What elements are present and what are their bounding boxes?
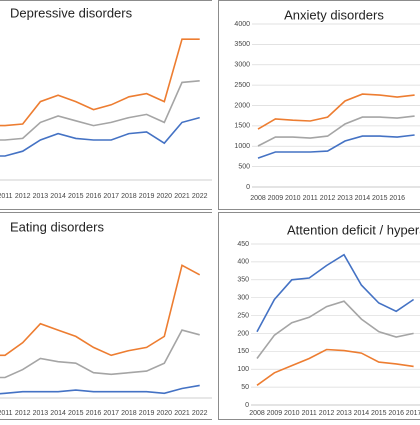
x-tick-label: 2020 — [157, 193, 173, 200]
x-tick-label: 2010 — [285, 195, 301, 202]
x-tick-label: 2016 — [86, 410, 102, 417]
x-tick-label: 2009 — [268, 195, 284, 202]
chart-title: Eating disorders — [10, 219, 104, 234]
x-tick-label: 2017 — [103, 193, 119, 200]
x-tick-label: 2016 — [86, 193, 102, 200]
x-tick-label: 2022 — [192, 193, 208, 200]
x-tick-label: 2012 — [15, 410, 31, 417]
chart-panel: Anxiety disorders 0 500 1000 1500 2000 2500 300… — [219, 1, 420, 210]
y-tick-label: 0 — [245, 402, 249, 409]
x-tick-label: 2019 — [139, 410, 155, 417]
y-tick-label: 100 — [237, 366, 249, 373]
x-tick-label: 2016 — [388, 410, 404, 417]
x-tick-label: 2012 — [320, 195, 336, 202]
x-tick-label: 2010 — [284, 410, 300, 417]
chart-title: Depressive disorders — [10, 5, 133, 20]
x-tick-label: 2014 — [355, 195, 371, 202]
y-tick-label: 500 — [238, 163, 250, 170]
chart-panel: Eating disorders 201120122013201420152016… — [0, 213, 232, 420]
y-tick-label: 4000 — [234, 21, 250, 28]
y-tick-label: 200 — [237, 330, 249, 337]
x-tick-label: 2018 — [121, 193, 137, 200]
x-tick-label: 2016 — [389, 195, 405, 202]
x-tick-label: 2008 — [250, 195, 266, 202]
y-tick-label: 0 — [246, 184, 250, 191]
chart-title: Anxiety disorders — [284, 7, 384, 22]
x-tick-label: 2013 — [337, 195, 353, 202]
chart-panel: Depressive disorders 20112012201320142015… — [0, 1, 232, 210]
x-tick-label: 2021 — [174, 410, 190, 417]
y-tick-label: 150 — [237, 348, 249, 355]
y-tick-label: 300 — [237, 295, 249, 302]
y-tick-label: 3500 — [234, 41, 250, 48]
x-tick-label: 2013 — [33, 193, 49, 200]
x-tick-label: 2012 — [15, 193, 31, 200]
panel-border — [0, 1, 232, 210]
x-tick-label: 2022 — [192, 410, 208, 417]
panel-border — [0, 213, 232, 420]
x-tick-label: 2013 — [33, 410, 49, 417]
x-tick-label: 2017 — [406, 410, 420, 417]
y-tick-label: 350 — [237, 277, 249, 284]
x-tick-label: 2015 — [68, 410, 84, 417]
x-tick-label: 2017 — [103, 410, 119, 417]
x-tick-label: 2019 — [139, 193, 155, 200]
y-tick-label: 1500 — [234, 123, 250, 130]
x-tick-label: 2015 — [371, 410, 387, 417]
y-tick-label: 250 — [237, 312, 249, 319]
x-tick-label: 2020 — [157, 410, 173, 417]
y-tick-label: 2000 — [234, 102, 250, 109]
x-tick-label: 2015 — [68, 193, 84, 200]
y-tick-label: 50 — [241, 384, 249, 391]
x-tick-label: 2014 — [50, 410, 66, 417]
x-tick-label: 2011 — [0, 193, 13, 200]
y-tick-label: 450 — [237, 241, 249, 248]
x-tick-label: 2008 — [249, 410, 265, 417]
y-tick-label: 1000 — [234, 143, 250, 150]
x-tick-label: 2012 — [319, 410, 335, 417]
x-tick-label: 2011 — [0, 410, 13, 417]
y-tick-label: 2500 — [234, 82, 250, 89]
x-tick-label: 2011 — [302, 410, 317, 417]
y-tick-label: 400 — [237, 259, 249, 266]
x-tick-label: 2013 — [336, 410, 352, 417]
x-tick-label: 2014 — [50, 193, 66, 200]
chart-panel: Attention deficit / hyperactiv 0 50 100 150 2… — [219, 213, 420, 420]
x-tick-label: 2018 — [121, 410, 137, 417]
x-tick-label: 2009 — [267, 410, 283, 417]
y-tick-label: 3000 — [234, 62, 250, 69]
chart-title: Attention deficit / hyperactiv — [287, 222, 420, 237]
x-tick-label: 2014 — [354, 410, 370, 417]
x-tick-label: 2011 — [303, 195, 318, 202]
x-tick-label: 2021 — [174, 193, 190, 200]
x-tick-label: 2015 — [372, 195, 388, 202]
